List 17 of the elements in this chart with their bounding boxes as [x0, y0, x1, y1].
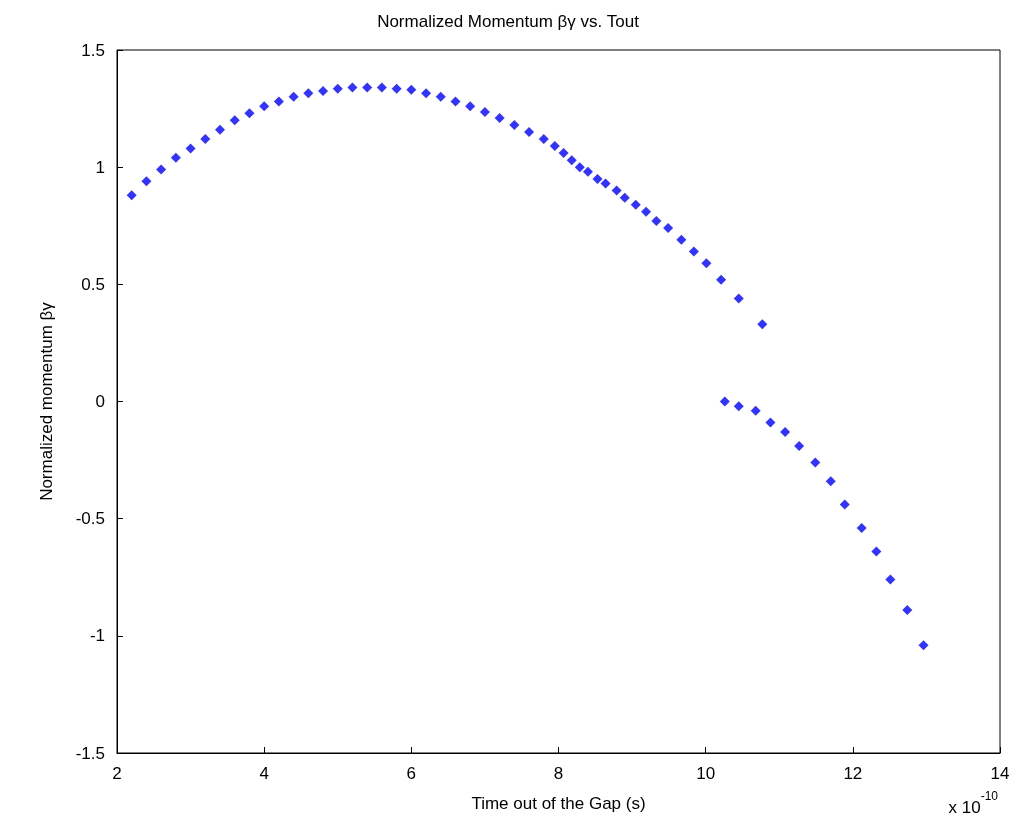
x-tick-label: 14: [990, 764, 1010, 783]
x-tick-label: 10: [696, 764, 716, 783]
y-tick-label: 0: [95, 392, 105, 411]
x-tick-label: 2: [112, 764, 122, 783]
x-tick-label: 4: [259, 764, 269, 783]
x-tick-label: 6: [406, 764, 417, 783]
y-axis-title: Normalized momentum βγ: [37, 301, 56, 501]
y-tick-label: 0.5: [81, 274, 105, 294]
x-tick-label: 12: [843, 764, 863, 783]
x-axis-title: Time out of the Gap (s): [471, 794, 646, 813]
chart-title: Normalized Momentum βγ vs. Tout: [377, 12, 640, 31]
y-tick-label: 1: [95, 157, 105, 177]
y-tick-label: 1.5: [81, 40, 105, 60]
x-tick-label: 8: [553, 764, 564, 783]
y-tick-label: -1.5: [75, 743, 105, 763]
y-tick-label: -0.5: [75, 509, 105, 529]
y-tick-label: -1: [89, 626, 105, 646]
